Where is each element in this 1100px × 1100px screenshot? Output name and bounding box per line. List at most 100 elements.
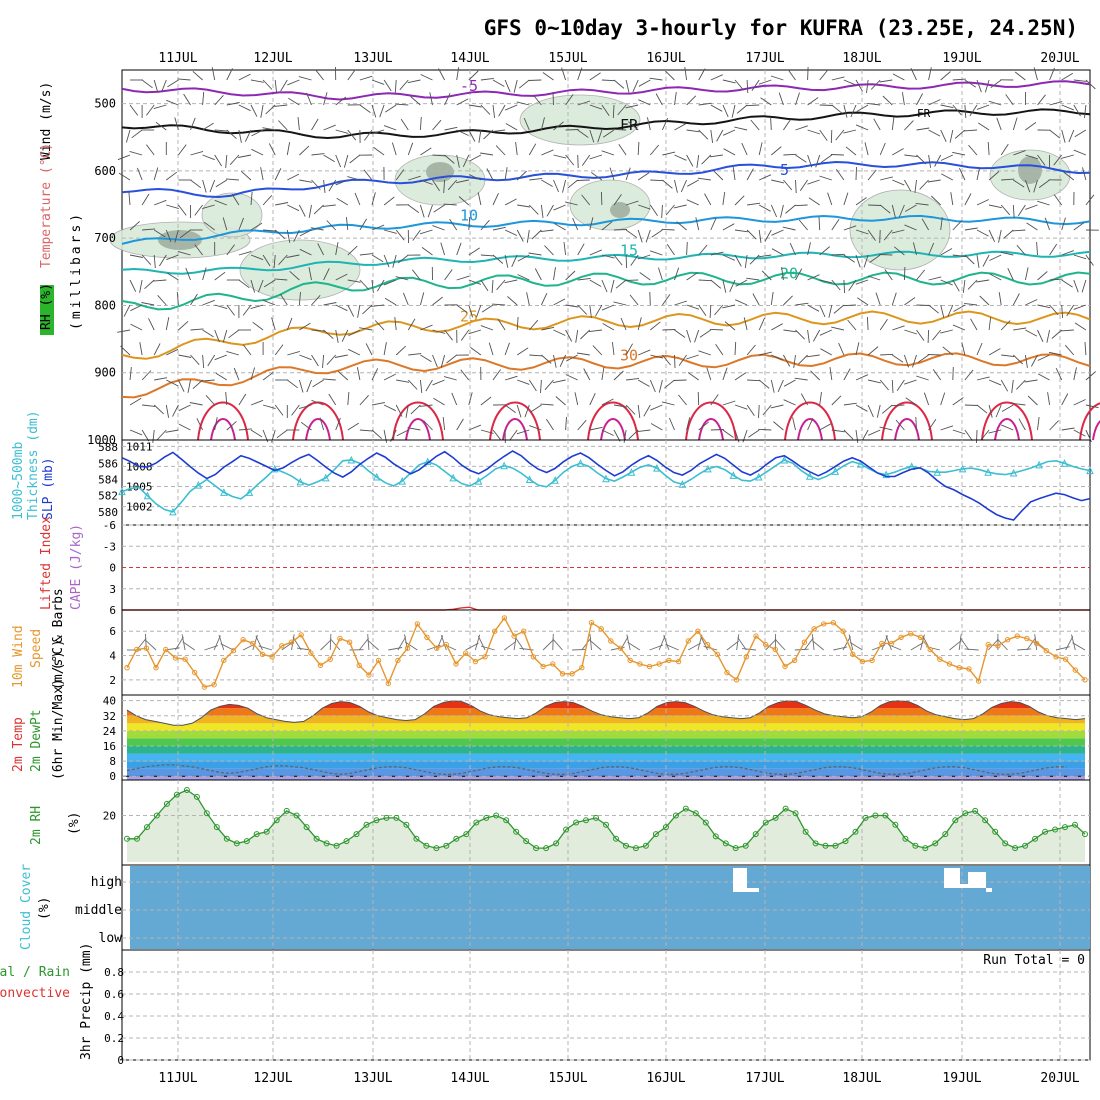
rh-point: [802, 828, 809, 835]
wind-barb: [383, 254, 390, 268]
wind-barb: [1049, 243, 1058, 256]
wind-speed-point: [598, 626, 604, 632]
wind-barb: [553, 121, 564, 131]
wind-barb: [262, 404, 276, 410]
wind-barb: [513, 79, 518, 93]
wind-barb: [153, 343, 161, 356]
rh-point: [882, 812, 889, 819]
wind-barb: [749, 254, 760, 265]
surface-wind-barb: [504, 640, 517, 651]
wind-barb: [311, 354, 319, 367]
wind-barb: [153, 167, 159, 181]
wind-barb: [1037, 304, 1051, 309]
wind-label-a: 10m Wind: [11, 625, 26, 688]
wind-barb: [589, 279, 602, 287]
wind-barb: [867, 404, 874, 418]
wind-barb: [650, 423, 663, 431]
wind-barb: [497, 318, 506, 331]
wind-barb: [650, 179, 664, 182]
thickness-marker: [780, 455, 789, 464]
wind-barb: [130, 304, 143, 312]
wind-barb: [940, 217, 943, 231]
wind-speed-point: [521, 628, 527, 634]
wind-barb: [468, 304, 474, 318]
rh-point: [842, 838, 849, 845]
wind-barb: [783, 295, 793, 306]
wind-barb: [868, 429, 881, 436]
wind-barb: [759, 351, 773, 356]
wind-barb: [204, 221, 215, 231]
wind-barb: [904, 204, 917, 212]
wind-barb: [190, 179, 202, 189]
wind-barb: [509, 429, 518, 441]
wind-barb: [575, 329, 579, 343]
wind-barb: [177, 78, 191, 81]
wind-barb: [921, 218, 929, 231]
wind-barb: [910, 68, 917, 81]
wind-barb: [674, 267, 680, 281]
surface-wind-barb: [220, 643, 234, 651]
surface-wind-barb: [736, 634, 740, 651]
rh-point: [343, 838, 350, 845]
li-tick: 6: [109, 604, 116, 617]
wind-barb: [989, 254, 1002, 261]
wind-barb: [1036, 241, 1038, 256]
chart-title: GFS 0~10day 3-hourly for KUFRA (23.25E, …: [484, 16, 1078, 40]
rh-point: [433, 845, 440, 852]
wind-barb: [262, 194, 273, 206]
surface-wind-barb: [700, 635, 709, 651]
wind-speed-point: [163, 646, 169, 653]
surface-wind-barb: [291, 634, 295, 651]
wind-barb: [722, 304, 736, 309]
wind-barb: [214, 354, 227, 361]
wind-barb: [347, 279, 361, 283]
isotherm-5: [121, 160, 1091, 199]
wind-barb: [444, 154, 455, 164]
wind-barb: [371, 129, 385, 135]
wind-barb: [845, 146, 857, 156]
wind-barb: [407, 318, 416, 331]
wind-barb: [976, 167, 981, 181]
wind-barb: [601, 367, 605, 381]
wind-barb: [523, 117, 530, 131]
temp-tick: 16: [103, 740, 116, 753]
wind-barb: [638, 204, 651, 210]
wind-barb: [932, 369, 942, 381]
wind-barb: [1012, 354, 1024, 365]
rh-point: [423, 842, 430, 849]
wind-barb: [891, 229, 905, 234]
wind-barb: [989, 204, 1002, 209]
wind-barb: [1000, 379, 1009, 392]
thickness-marker: [398, 476, 407, 485]
wind-speed-point: [792, 657, 798, 664]
wind-barb: [383, 373, 396, 381]
wind-barb: [831, 76, 845, 81]
wind-barb: [967, 279, 978, 290]
wind-barb: [674, 354, 676, 369]
rh-point: [722, 840, 729, 847]
wind-barb: [770, 75, 784, 81]
wind-barb: [771, 146, 782, 156]
wind-barb: [274, 344, 284, 356]
wind-barb: [1049, 67, 1055, 81]
wind-barb: [402, 292, 409, 306]
wind-barb: [848, 279, 857, 292]
surface-wind-barb: [849, 642, 863, 651]
wind-speed-point: [550, 661, 556, 667]
wind-barb: [746, 277, 760, 281]
wind-barb: [469, 154, 482, 162]
rh-point: [203, 810, 210, 817]
wind-barb: [581, 154, 591, 166]
wind-barb: [408, 204, 420, 213]
wind-barb: [880, 176, 893, 181]
wind-speed-point: [443, 641, 449, 648]
wind-barb: [1012, 117, 1018, 131]
wind-speed-point: [172, 655, 179, 661]
wind-barb: [601, 254, 615, 259]
wind-barb: [952, 254, 966, 258]
wind-barb: [601, 79, 615, 82]
wind-barb: [383, 404, 396, 412]
wind-barb: [371, 368, 379, 381]
wind-barb: [238, 154, 252, 158]
wind-barb: [771, 248, 784, 256]
